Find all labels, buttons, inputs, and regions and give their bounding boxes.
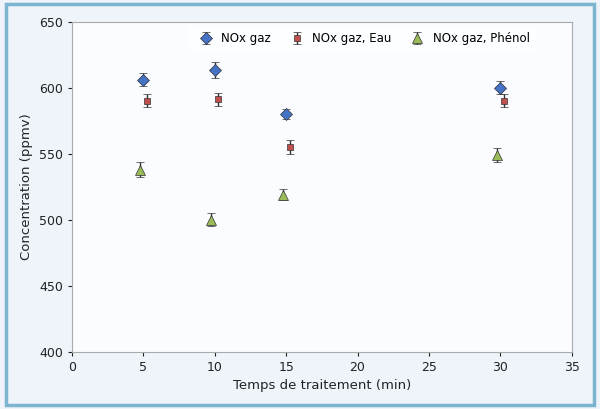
X-axis label: Temps de traitement (min): Temps de traitement (min) xyxy=(233,380,411,393)
Y-axis label: Concentration (ppmv): Concentration (ppmv) xyxy=(20,113,34,260)
Legend: NOx gaz, NOx gaz, Eau, NOx gaz, Phénol: NOx gaz, NOx gaz, Eau, NOx gaz, Phénol xyxy=(189,27,535,50)
